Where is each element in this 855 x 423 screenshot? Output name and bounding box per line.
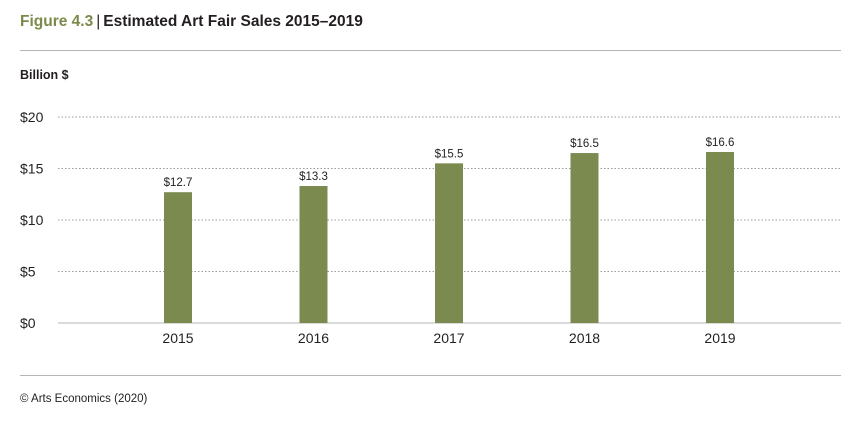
x-tick-label: 2016 — [298, 330, 329, 346]
chart-title: Estimated Art Fair Sales 2015–2019 — [103, 13, 363, 30]
figure-header: Figure 4.3 | Estimated Art Fair Sales 2015… — [20, 13, 363, 31]
bar-value-label: $16.5 — [570, 138, 599, 150]
bar-value-label: $12.7 — [164, 177, 193, 189]
y-axis-ticks: $0 $5 $10 $15 $20 — [20, 109, 44, 331]
bar-value-label: $15.5 — [435, 148, 464, 160]
y-tick-label: $20 — [20, 109, 44, 125]
bar-value-label: $16.6 — [706, 137, 735, 149]
figure-label: Figure 4.3 — [20, 13, 94, 30]
bar-chart: $0$5$10$15$20 $12.7$13.3$15.5$16.5 $16.6 … — [20, 109, 841, 346]
bars: $12.7 $13.3 $15.5 $16.5 $16.6 — [164, 137, 735, 323]
source-note: © Arts Economics (2020) — [20, 393, 148, 405]
bar — [570, 153, 599, 323]
bar — [164, 192, 192, 323]
figure-separator: | — [96, 13, 101, 30]
top-divider — [20, 50, 841, 51]
y-tick-label: $0 — [20, 315, 36, 331]
x-tick-label: 2019 — [704, 330, 735, 346]
bar — [435, 163, 463, 323]
x-tick-label: 2017 — [433, 330, 464, 346]
y-tick-label: $10 — [20, 212, 44, 228]
bottom-divider — [20, 375, 841, 376]
y-tick-label: $15 — [20, 161, 44, 177]
x-tick-label: 2018 — [569, 330, 600, 346]
y-axis-unit-label: Billion $ — [20, 68, 69, 82]
bar — [706, 152, 734, 323]
bar-value-label: $13.3 — [299, 171, 328, 183]
bar — [299, 186, 328, 323]
x-tick-label: 2015 — [162, 330, 193, 346]
x-axis-ticks: 2015 2016 2017 2018 2019 — [162, 330, 735, 346]
y-tick-label: $5 — [20, 264, 36, 280]
